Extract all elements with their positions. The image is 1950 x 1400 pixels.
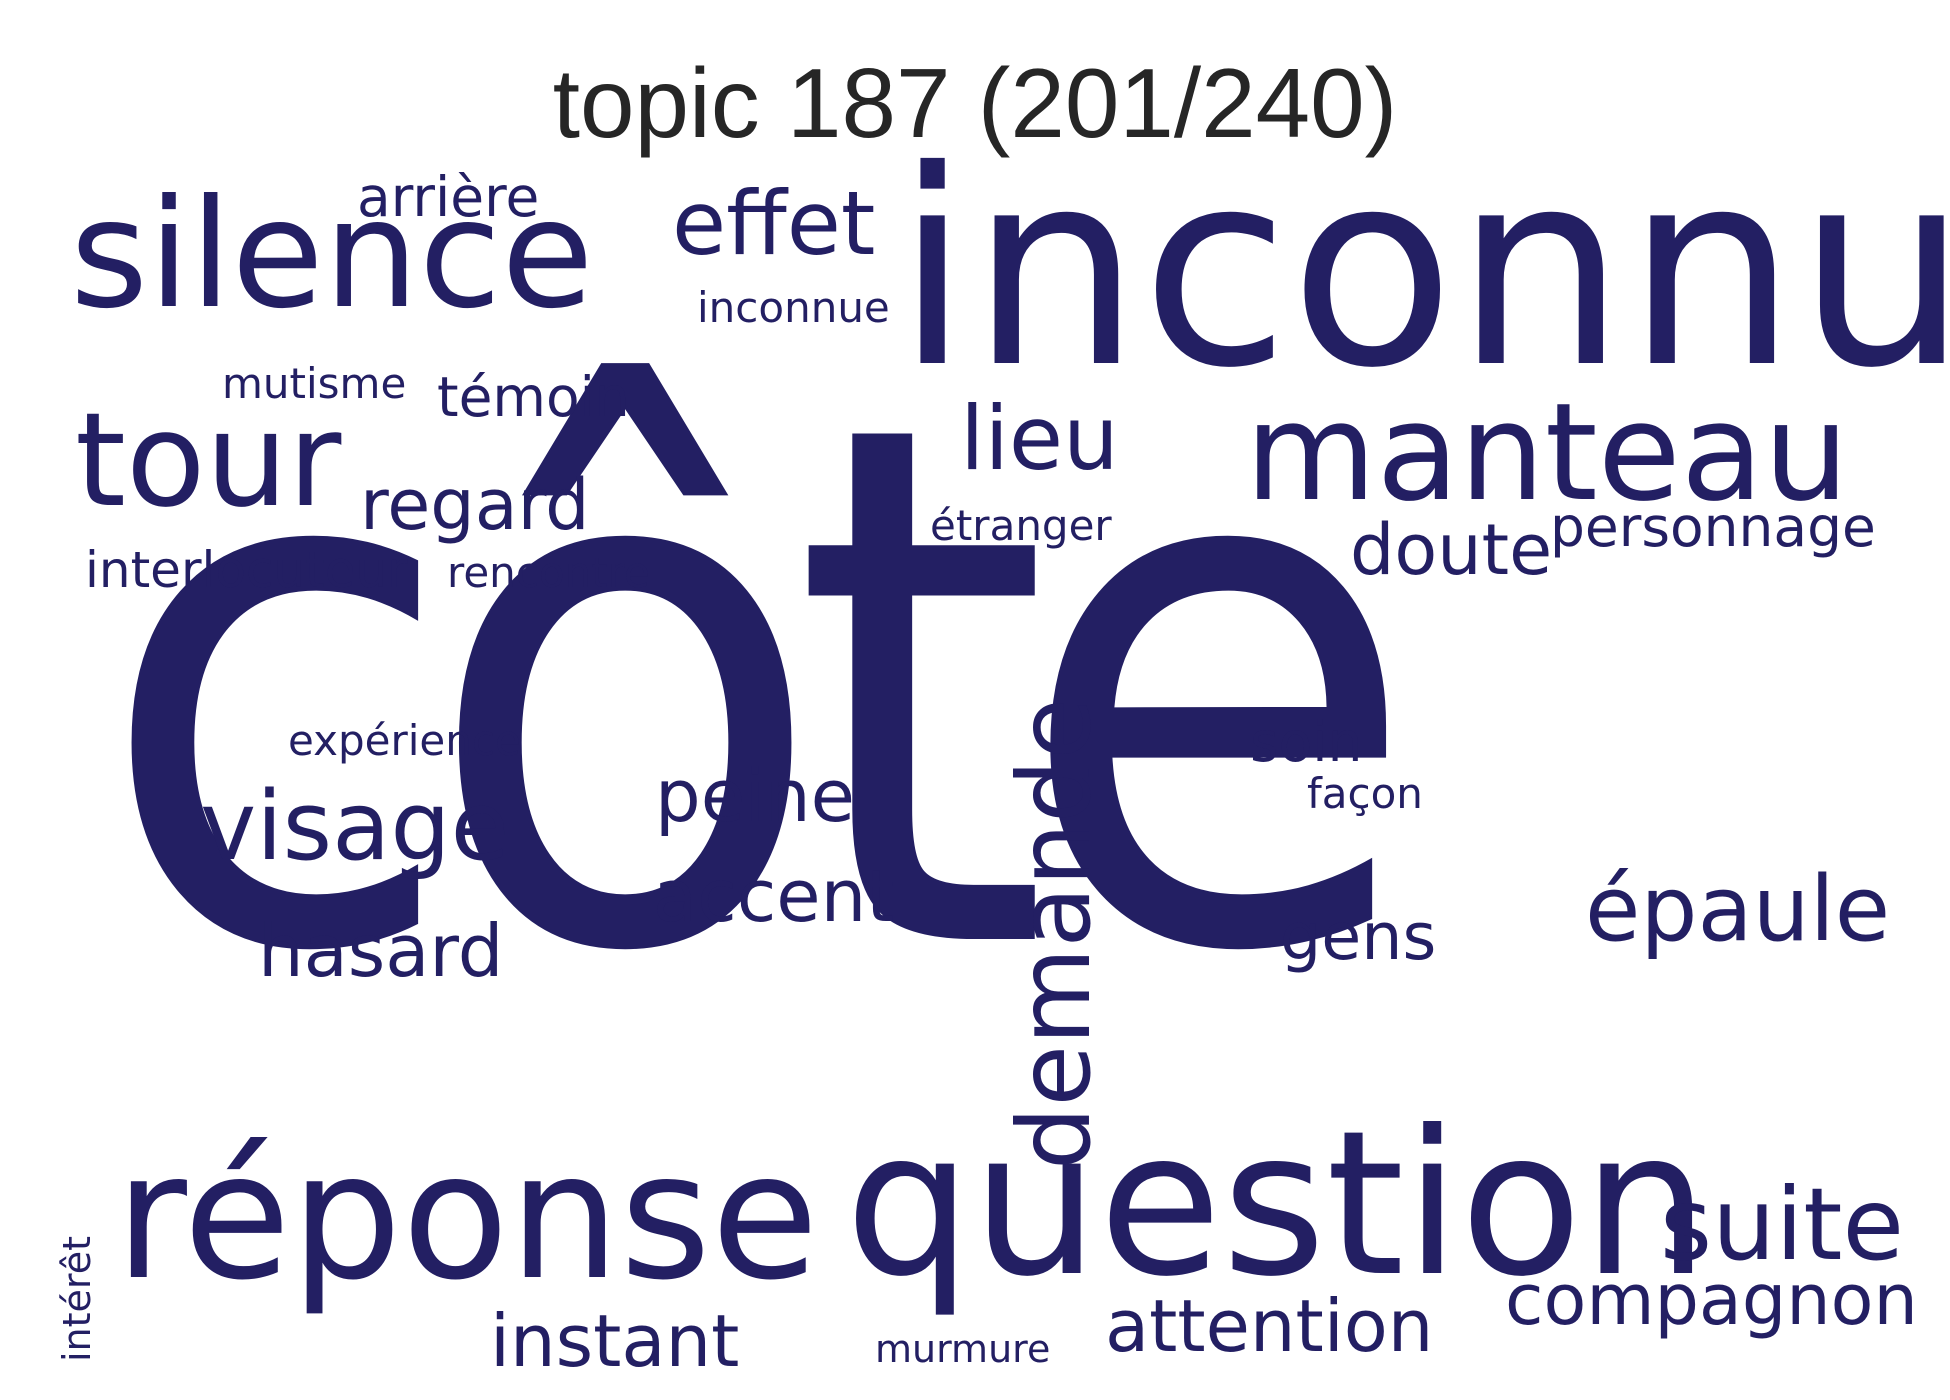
- word-doute: doute: [1350, 509, 1553, 591]
- word-accent: accent: [653, 854, 895, 938]
- word-personnage: personnage: [1550, 495, 1876, 559]
- word-inconnu: inconnu: [895, 112, 1950, 427]
- word-reponse: réponse: [115, 1116, 819, 1319]
- word-cote: côte: [95, 271, 1421, 1109]
- word-silence: silence: [70, 168, 594, 342]
- word-visage: visage: [200, 772, 510, 882]
- word-hasard: hasard: [258, 909, 504, 993]
- word-experience: expérience: [288, 716, 521, 765]
- word-facon: façon: [1307, 769, 1423, 818]
- word-epaule: épaule: [1585, 857, 1891, 962]
- word-inconnue: inconnue: [697, 283, 890, 332]
- word-suite: suite: [1660, 1166, 1904, 1283]
- word-tour: tour: [75, 384, 342, 536]
- word-lieu: lieu: [960, 387, 1119, 490]
- word-soin: soin: [1250, 710, 1363, 774]
- page-title: topic 187 (201/240): [552, 48, 1398, 158]
- word-demande: demande: [996, 697, 1113, 1170]
- word-attention: attention: [1105, 1284, 1434, 1368]
- word-etranger: étranger: [930, 501, 1112, 550]
- word-interlocuteur: interlocuteur: [85, 541, 408, 599]
- word-rencontre: rencontre: [447, 548, 650, 597]
- word-interet: intérêt: [55, 1236, 99, 1362]
- word-peine: peine: [655, 754, 855, 838]
- word-mutisme: mutisme: [222, 359, 407, 408]
- word-regard: regard: [360, 464, 590, 546]
- word-question: question: [845, 1088, 1710, 1321]
- word-manteau: manteau: [1245, 374, 1850, 531]
- word-arriere: arrière: [357, 165, 540, 229]
- word-murmure: murmure: [875, 1327, 1051, 1371]
- word-gens: gens: [1280, 900, 1437, 975]
- word-compagnon: compagnon: [1505, 1259, 1918, 1341]
- word-effet: effet: [672, 172, 876, 275]
- word-instant: instant: [490, 1299, 740, 1383]
- word-temoin: témoin: [437, 365, 630, 429]
